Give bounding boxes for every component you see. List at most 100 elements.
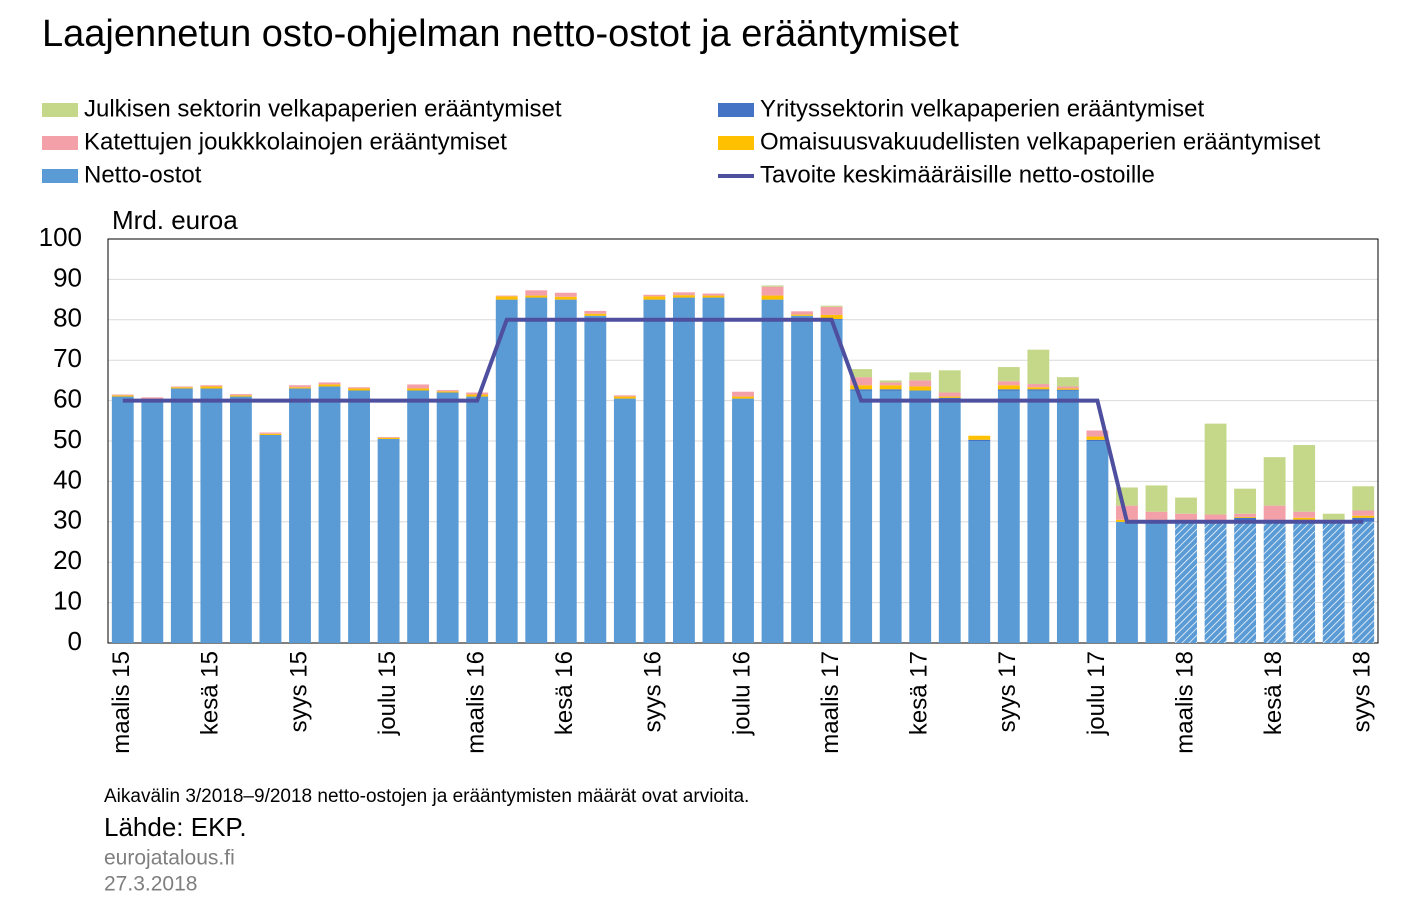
y-tick-label: 50 [53, 424, 82, 454]
bar-segment [584, 313, 607, 316]
bar-segment [673, 295, 695, 298]
bar-segment [1234, 517, 1257, 522]
bar-segment [879, 380, 902, 383]
bar-segment [850, 369, 873, 378]
bar-segment [318, 384, 341, 387]
bar-segment [1027, 389, 1050, 391]
bar-segment [643, 299, 666, 643]
bar-segment [466, 392, 489, 395]
bar-segment [1086, 439, 1109, 441]
bar-segment [466, 396, 489, 643]
bar-segment [879, 390, 902, 643]
bar-segment [879, 389, 902, 391]
bar-segment [259, 434, 282, 643]
bar-segment [1352, 515, 1375, 518]
bar-segment [879, 385, 902, 390]
bar-segment [495, 299, 518, 643]
bar-segment [1086, 436, 1109, 440]
bar-segment [1293, 521, 1316, 643]
bar-segment [525, 297, 548, 643]
bar-segment [318, 382, 341, 385]
bar-segment [761, 299, 784, 643]
bar-segment [554, 299, 577, 643]
bar-segment [702, 297, 725, 643]
bar-segment [1175, 521, 1197, 643]
bar-segment [289, 388, 311, 643]
x-tick-label: syys 18 [1349, 651, 1376, 732]
y-tick-label: 30 [53, 505, 82, 535]
bar-segment [495, 296, 518, 300]
bar-segment [643, 296, 666, 300]
bar-segment [997, 389, 1020, 391]
bar-segment [1027, 387, 1050, 390]
bar-segment [1175, 497, 1197, 514]
legend-label: Julkisen sektorin velkapaperien erääntym… [84, 95, 562, 122]
bar-segment [1027, 384, 1050, 388]
bar-segment [879, 382, 902, 386]
bar-segment [820, 314, 843, 319]
bar-segment [997, 367, 1020, 382]
bar-segment [909, 390, 932, 643]
bar-segment [909, 386, 932, 391]
bar-segment [673, 292, 695, 296]
bar-segment [1027, 390, 1050, 643]
bar-segment [318, 386, 341, 643]
x-tick-label: syys 15 [285, 651, 312, 732]
x-tick-label: kesä 16 [551, 651, 578, 735]
bar-segment [1234, 521, 1257, 643]
bar-segment [229, 396, 252, 643]
bar-segment [909, 380, 932, 387]
bar-segment [259, 432, 282, 434]
bar-segment [968, 439, 991, 441]
bar-segment [584, 310, 607, 314]
bar-segment [1293, 511, 1316, 518]
legend-label: Katettujen joukkkolainojen erääntymiset [84, 128, 507, 155]
x-tick-label: kesä 15 [197, 651, 224, 735]
bar-segment [997, 385, 1020, 390]
bar-segment [1056, 390, 1079, 643]
bar-segment [820, 305, 843, 307]
bar-segment [938, 398, 961, 643]
bar-segment [436, 391, 459, 393]
x-tick-label: kesä 17 [906, 651, 933, 735]
bar-segment [1293, 445, 1316, 512]
bar-segment [200, 388, 223, 643]
bar-segment [1234, 516, 1257, 518]
bar-segment [673, 297, 695, 643]
x-tick-label: joulu 17 [1083, 651, 1110, 736]
bar-segment [170, 387, 193, 389]
bar-segment [1263, 457, 1286, 506]
bar-segment [1086, 430, 1109, 437]
bar-segment [968, 435, 991, 440]
bar-segment [791, 311, 813, 315]
target-line [122, 317, 1364, 524]
bar-segment [1145, 485, 1168, 512]
bar-segment [1352, 510, 1375, 516]
bar-segment [1086, 441, 1109, 643]
legend-label: Netto-ostot [84, 161, 202, 188]
x-tick-label: kesä 18 [1260, 651, 1287, 735]
bar-segment [1263, 505, 1286, 520]
bar-segment [613, 396, 636, 399]
y-axis-label: Mrd. euroa [112, 205, 238, 235]
y-tick-label: 60 [53, 383, 82, 413]
bar-segment [938, 397, 961, 399]
bar-segment [289, 385, 311, 388]
bar-segment [791, 314, 813, 316]
x-tick-label: syys 16 [640, 651, 667, 732]
bar-segment [732, 396, 754, 399]
bar-segment [791, 315, 813, 643]
bar-segment [1204, 423, 1227, 515]
note: Aikavälin 3/2018–9/2018 netto-ostojen ja… [104, 786, 749, 807]
legend-swatch [42, 136, 78, 150]
bar-segment [229, 395, 252, 397]
bar-segment [200, 385, 223, 387]
bar-segment [525, 295, 548, 298]
bar-segment [613, 395, 636, 397]
bar-segment [436, 390, 459, 392]
bar-segment [938, 370, 961, 393]
bar-segment [1056, 389, 1079, 391]
bar-segment [111, 396, 134, 643]
bar-segment [348, 387, 370, 389]
bar-segment [229, 394, 252, 396]
